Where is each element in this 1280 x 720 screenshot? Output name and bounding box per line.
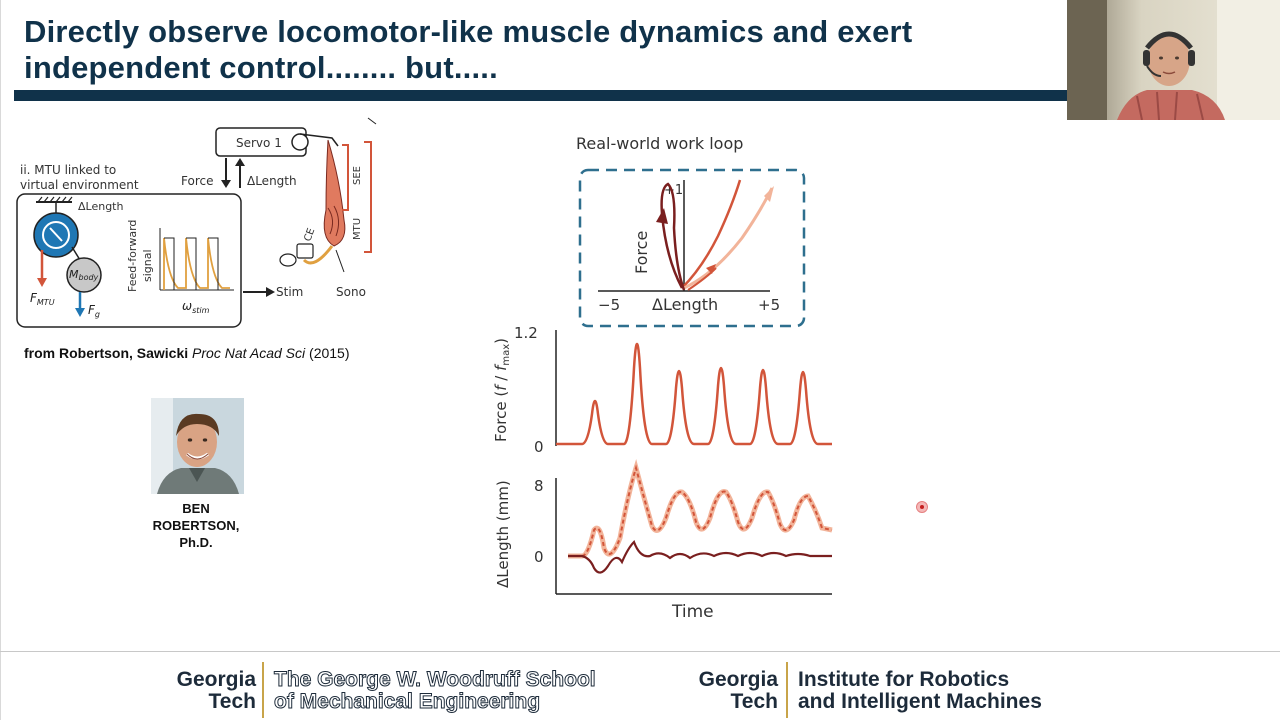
servo-label: Servo 1 — [236, 136, 282, 150]
mtu-virtual-environment-diagram: ii. MTU linked to virtual environment Se… — [14, 110, 384, 340]
webcam-video — [1067, 0, 1280, 120]
inset-loop-mid — [681, 179, 742, 289]
time-label: Time — [671, 602, 714, 622]
length-tick-bottom: 0 — [534, 548, 544, 566]
work-loop-figure: Real-world work loop +1 −5 +5 ΔLength Fo… — [470, 118, 840, 628]
see-bracket — [342, 144, 349, 211]
mtu-bracket — [364, 141, 372, 253]
inset-loop-light — [683, 187, 774, 290]
inset-y-label: Force — [632, 231, 651, 274]
length-y-label: ΔLength (mm) — [494, 480, 512, 588]
gold-divider-1 — [262, 662, 264, 718]
panel-label-line1: ii. MTU linked to — [20, 163, 116, 177]
muscle-tendon — [323, 139, 346, 247]
delta-length-top-label: ΔLength — [78, 200, 123, 213]
sono-label: Sono — [336, 285, 366, 299]
delta-length-label: ΔLength — [247, 174, 297, 188]
force-y-label: Force (f / fmax) — [492, 338, 512, 442]
georgia-tech-logo-1: Georgia Tech — [168, 669, 256, 713]
brand1-line2: Tech — [208, 690, 256, 713]
title-underline-bar — [14, 90, 1069, 101]
ce-box — [296, 243, 314, 259]
servo-pulley — [291, 133, 309, 151]
sonomicrometry-crystal — [279, 253, 297, 267]
footer-divider — [0, 651, 1280, 652]
inset-x-tick-min: −5 — [598, 296, 620, 314]
webcam-feed-image — [1067, 0, 1280, 120]
force-tick-top: 1.2 — [514, 324, 538, 342]
length-trace-dark — [568, 540, 832, 574]
person-name: BEN ROBERTSON, Ph.D. — [140, 500, 252, 551]
omega-stim-label: ωstim — [182, 299, 210, 315]
citation-year: (2015) — [305, 345, 350, 361]
force-tick-bottom: 0 — [534, 438, 544, 456]
mtu-label: MTU — [352, 218, 363, 240]
body-mass — [66, 257, 102, 293]
ben-robertson-photo — [151, 398, 244, 494]
length-tick-top: 8 — [534, 477, 544, 495]
f-mtu-label: FMTU — [30, 291, 55, 307]
slide-edge — [0, 0, 1, 720]
inset-loop-dark — [660, 182, 686, 291]
ce-label: CE — [302, 227, 317, 243]
force-trace — [556, 343, 832, 446]
woodruff-school-name: The George W. Woodruff School of Mechani… — [274, 668, 597, 713]
length-trace-mid — [568, 464, 833, 557]
person-name-line3: Ph.D. — [179, 535, 213, 550]
f-g-label: Fg — [88, 303, 100, 319]
person-name-line2: ROBERTSON, — [152, 518, 240, 533]
gold-divider-2 — [786, 662, 788, 718]
length-trace-light — [568, 458, 833, 559]
figure-citation: from Robertson, Sawicki Proc Nat Acad Sc… — [24, 345, 350, 361]
georgia-tech-logo-2: Georgia Tech — [668, 669, 778, 713]
virtual-environment-box — [16, 193, 242, 328]
stim-signal-trace — [163, 237, 230, 290]
mbody-label: Mbody — [69, 268, 99, 282]
school2-line2: and Intelligent Machines — [798, 690, 1042, 713]
panel-label-line2: virtual environment — [20, 178, 139, 192]
inset-x-label: ΔLength — [652, 295, 718, 314]
see-label: SEE — [352, 166, 363, 185]
brand2-line2: Tech — [730, 690, 778, 713]
irim-institute-name: Institute for Robotics and Intelligent M… — [798, 669, 1042, 713]
school1-line1: The George W. Woodruff School — [274, 668, 597, 691]
person-name-line1: BEN — [182, 501, 210, 516]
school1-line2: of Mechanical Engineering — [274, 690, 541, 713]
school2-line1: Institute for Robotics — [798, 668, 1010, 691]
pointer-cursor — [916, 501, 928, 513]
inset-x-tick-max: +5 — [758, 296, 780, 314]
inset-dashed-box — [578, 168, 806, 328]
force-label: Force — [181, 174, 213, 188]
inset-title: Real-world work loop — [576, 134, 743, 153]
citation-prefix: from Robertson, Sawicki — [24, 345, 193, 361]
footer-logos: Georgia Tech The George W. Woodruff Scho… — [0, 652, 1280, 720]
slide-title: Directly observe locomotor-like muscle d… — [24, 14, 913, 85]
citation-journal: Proc Nat Acad Sci — [192, 345, 306, 361]
brand1-line1: Georgia — [176, 668, 256, 691]
brand2-line1: Georgia — [698, 668, 778, 691]
feed-forward-label-line1: Feed-forward — [126, 220, 139, 292]
feed-forward-label-line2: signal — [141, 249, 154, 282]
stim-label: Stim — [276, 285, 303, 299]
